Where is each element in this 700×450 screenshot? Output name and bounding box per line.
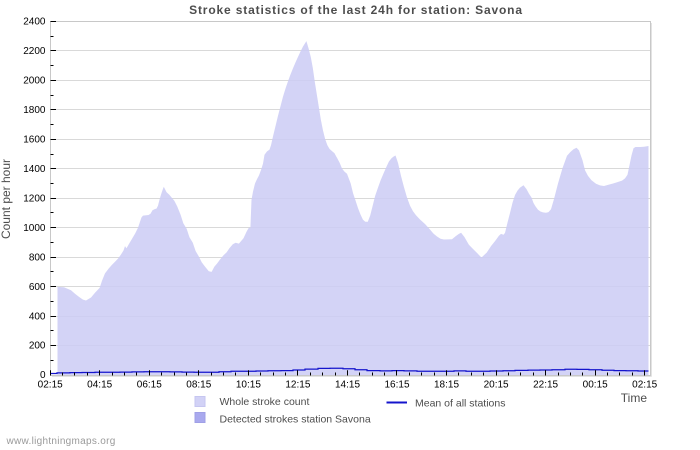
svg-text:2400: 2400 — [23, 17, 46, 28]
svg-text:Detected strokes station Savon: Detected strokes station Savona — [220, 414, 371, 426]
svg-text:800: 800 — [29, 252, 46, 263]
svg-text:1400: 1400 — [23, 164, 46, 175]
svg-text:600: 600 — [29, 282, 46, 293]
svg-text:0: 0 — [40, 370, 46, 381]
svg-text:22:15: 22:15 — [533, 380, 558, 391]
svg-text:18:15: 18:15 — [434, 380, 459, 391]
svg-text:14:15: 14:15 — [335, 380, 360, 391]
svg-text:16:15: 16:15 — [384, 380, 409, 391]
svg-text:2200: 2200 — [23, 46, 46, 57]
svg-text:10:15: 10:15 — [236, 380, 261, 391]
svg-text:1600: 1600 — [23, 135, 46, 146]
svg-text:1800: 1800 — [23, 105, 46, 116]
svg-text:Mean of all stations: Mean of all stations — [415, 398, 505, 410]
svg-text:04:15: 04:15 — [87, 380, 112, 391]
svg-text:02:15: 02:15 — [38, 380, 63, 391]
svg-text:20:15: 20:15 — [484, 380, 509, 391]
svg-text:Stroke statistics of the last: Stroke statistics of the last 24h for st… — [189, 3, 523, 17]
svg-text:Count per hour: Count per hour — [0, 159, 13, 239]
svg-text:08:15: 08:15 — [186, 380, 211, 391]
svg-text:www.lightningmaps.org: www.lightningmaps.org — [6, 436, 116, 447]
svg-text:06:15: 06:15 — [137, 380, 162, 391]
svg-text:1000: 1000 — [23, 223, 46, 234]
svg-text:400: 400 — [29, 311, 46, 322]
svg-text:1200: 1200 — [23, 193, 46, 204]
svg-text:02:15: 02:15 — [632, 380, 657, 391]
svg-text:00:15: 00:15 — [583, 380, 608, 391]
svg-text:12:15: 12:15 — [285, 380, 310, 391]
svg-text:200: 200 — [29, 341, 46, 352]
svg-text:2000: 2000 — [23, 76, 46, 87]
svg-text:Time: Time — [621, 391, 648, 405]
svg-text:Whole stroke count: Whole stroke count — [220, 396, 310, 408]
